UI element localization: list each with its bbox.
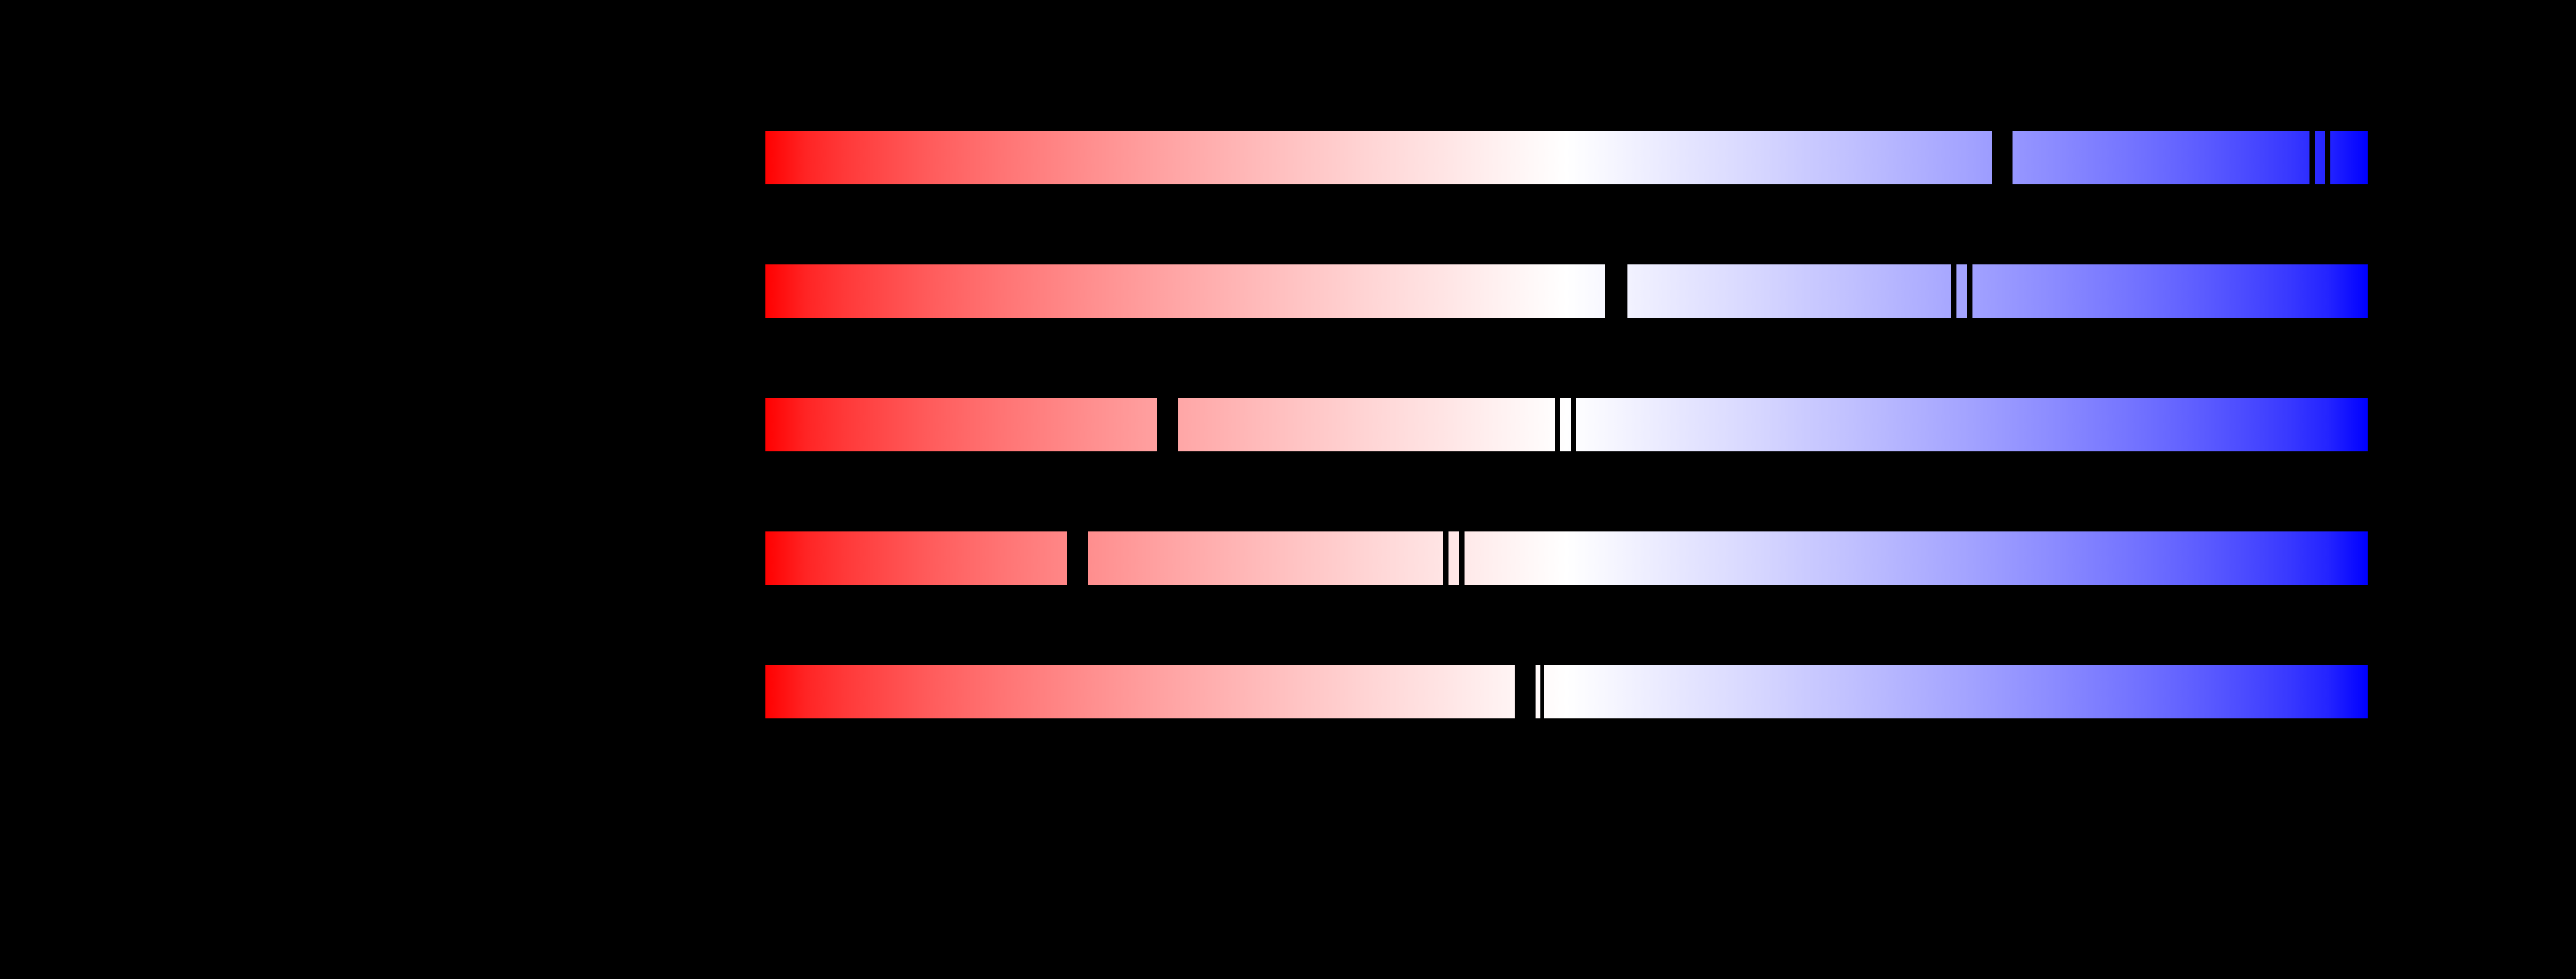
thick-interval-marker bbox=[1515, 665, 1536, 718]
gradient-strip bbox=[765, 264, 2368, 318]
gradient-strip bbox=[765, 665, 2368, 718]
thick-interval-marker bbox=[1992, 131, 2013, 184]
thin-interval-marker bbox=[1443, 531, 1448, 585]
thin-interval-marker bbox=[1951, 264, 1956, 318]
thin-interval-marker bbox=[1571, 398, 1576, 451]
gradient-strip bbox=[765, 531, 2368, 585]
thin-interval-marker bbox=[1555, 398, 1560, 451]
thin-interval-marker bbox=[1967, 264, 1972, 318]
thin-interval-marker bbox=[1459, 531, 1465, 585]
thick-interval-marker bbox=[1157, 398, 1178, 451]
thin-interval-marker bbox=[1540, 665, 1544, 718]
thin-interval-marker bbox=[2309, 131, 2315, 184]
thick-interval-marker bbox=[1605, 264, 1627, 318]
gradient-strip bbox=[765, 131, 2368, 184]
gradient-strip bbox=[765, 398, 2368, 451]
thin-interval-marker bbox=[2325, 131, 2330, 184]
thick-interval-marker bbox=[1067, 531, 1088, 585]
